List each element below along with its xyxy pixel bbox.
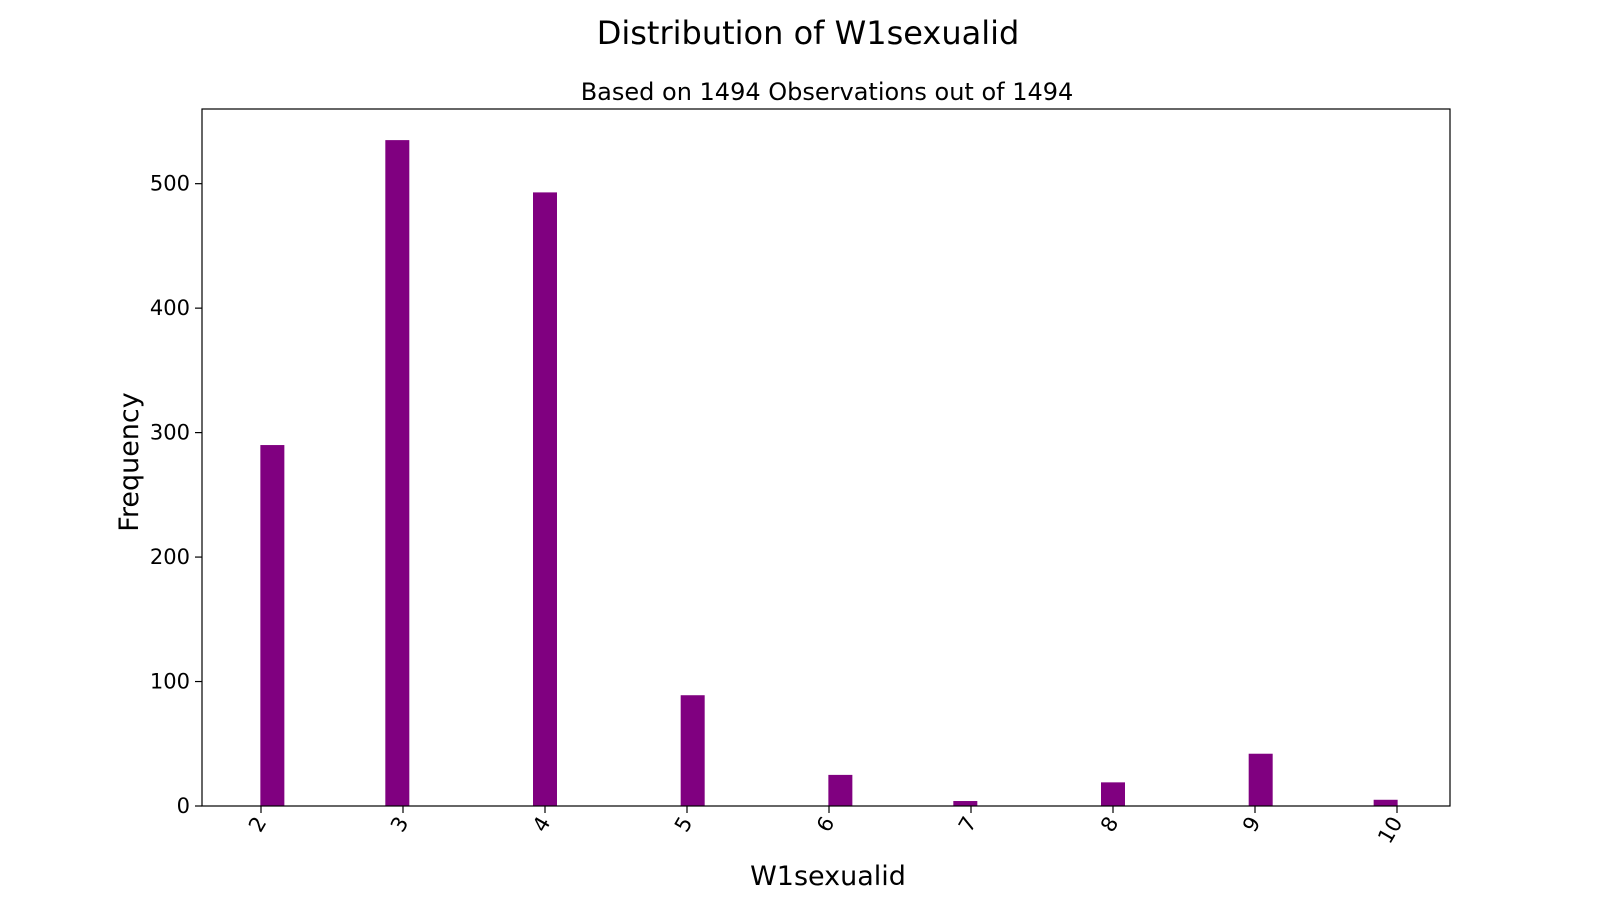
- bar-7: [953, 801, 978, 806]
- x-tick-label: 5: [670, 813, 697, 837]
- y-tick-label: 300: [150, 421, 190, 445]
- bar-9: [1248, 753, 1273, 806]
- x-tick-label: 7: [954, 813, 981, 837]
- axes-layer: 0 100 200 300 400 500 2 3 4 5 6 7 8 9 10: [150, 172, 1407, 848]
- x-tick-label: 6: [812, 813, 839, 837]
- bar-3: [385, 140, 410, 806]
- y-tick-label: 200: [150, 545, 190, 569]
- chart-title: Distribution of W1sexualid: [597, 14, 1020, 52]
- bar-8: [1101, 782, 1125, 806]
- bars-layer: [260, 140, 1398, 807]
- y-tick-label: 500: [150, 172, 190, 196]
- x-tick-label: 8: [1096, 813, 1123, 837]
- bar-2: [260, 445, 285, 806]
- x-tick-label: 10: [1373, 813, 1407, 848]
- y-tick-label: 100: [150, 670, 190, 694]
- bar-10: [1373, 799, 1398, 806]
- bar-4: [533, 192, 557, 807]
- bar-5: [680, 695, 705, 806]
- y-tick-label: 400: [150, 296, 190, 320]
- x-tick-label: 3: [386, 813, 413, 837]
- plot-frame: [201, 108, 1451, 807]
- x-tick-label: 9: [1238, 813, 1265, 837]
- y-axis-label: Frequency: [114, 392, 145, 532]
- x-axis-label: W1sexualid: [750, 861, 906, 892]
- chart-subtitle: Based on 1494 Observations out of 1494: [581, 78, 1074, 106]
- y-tick-label: 0: [177, 794, 190, 818]
- x-tick-label: 4: [528, 813, 555, 837]
- x-tick-label: 2: [244, 813, 271, 837]
- bar-6: [828, 774, 853, 806]
